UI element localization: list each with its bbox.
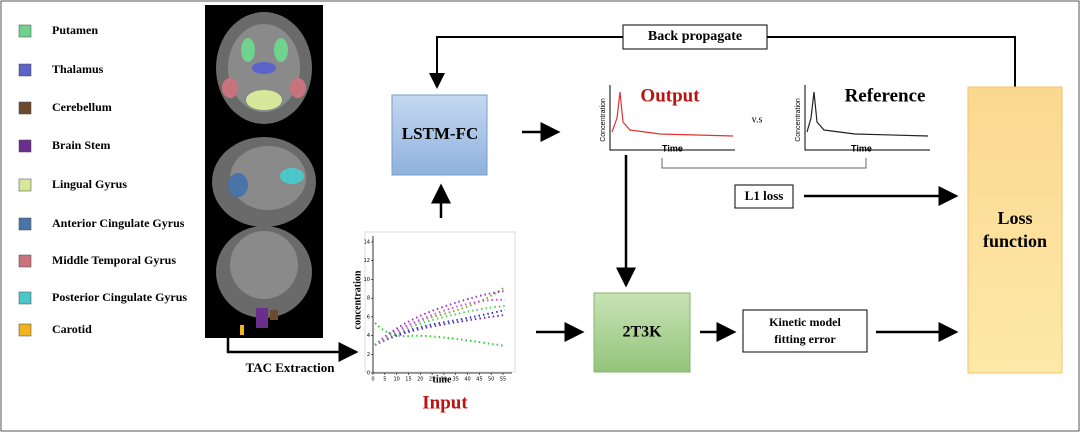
legend: Putamen Thalamus Cerebellum Brain Stem Lingu…	[18, 23, 187, 337]
y-tick-label: 4	[367, 333, 370, 339]
loss-function-label: Loss	[997, 208, 1032, 228]
y-tick-label: 2	[367, 352, 370, 358]
y-axis-label: Concentration	[600, 98, 607, 142]
x-tick-label: 10	[393, 377, 399, 383]
x-tick-label: 0	[371, 377, 374, 383]
kinetic-error-box	[742, 309, 868, 353]
y-axis-label: Concentration	[795, 98, 802, 142]
legend-swatch	[18, 24, 32, 38]
x-tick-label: 50	[488, 377, 494, 383]
y-tick-label: 8	[367, 296, 370, 302]
x-axis-label: Time	[662, 143, 683, 153]
output-title: Output	[640, 85, 700, 106]
legend-label: Carotid	[52, 322, 92, 336]
legend-swatch	[18, 291, 32, 305]
back-propagate-label: Back propagate	[648, 29, 742, 44]
input-plot: time concentration 0 5 10 15 20 25 30 35 40 45 50 5…	[352, 231, 516, 385]
model-label: 2T3K	[622, 324, 662, 341]
brain-images	[205, 5, 323, 338]
legend-swatch	[18, 323, 32, 337]
loss-function-label: function	[983, 231, 1047, 251]
legend-label: Lingual Gyrus	[52, 177, 127, 191]
legend-label: Putamen	[52, 23, 98, 37]
legend-label: Thalamus	[52, 62, 104, 76]
x-tick-label: 15	[405, 377, 411, 383]
vs-label: v.s	[752, 114, 763, 125]
y-tick-label: 12	[364, 258, 370, 264]
x-axis-label: time	[433, 374, 452, 385]
legend-swatch	[18, 101, 32, 115]
tac-extraction-label: TAC Extraction	[246, 360, 336, 375]
l1-loss-box	[734, 184, 794, 209]
x-tick-label: 40	[464, 377, 470, 383]
loss-function-box	[967, 86, 1063, 374]
legend-label: Posterior Cingulate Gyrus	[52, 290, 187, 304]
x-tick-label: 45	[476, 377, 482, 383]
x-tick-label: 55	[500, 377, 506, 383]
reference-title: Reference	[845, 85, 926, 106]
legend-swatch	[18, 139, 32, 153]
kinetic-error-label: fitting error	[774, 332, 836, 346]
x-tick-label: 25	[429, 377, 435, 383]
kinetic-error-label: Kinetic model	[769, 315, 841, 329]
model-box	[593, 292, 691, 373]
x-tick-label: 30	[441, 377, 447, 383]
l1-loss-label: L1 loss	[745, 188, 784, 203]
y-tick-label: 0	[367, 371, 370, 377]
legend-swatch	[18, 254, 32, 268]
legend-label: Cerebellum	[52, 100, 112, 114]
reference-plot: Time Concentration Reference	[795, 85, 930, 153]
back-propagate-box	[622, 24, 768, 50]
legend-label: Anterior Cingulate Gyrus	[52, 216, 185, 230]
legend-swatch	[18, 178, 32, 192]
y-axis-label: concentration	[352, 270, 363, 329]
legend-swatch	[18, 63, 32, 77]
lstm-box	[391, 94, 488, 176]
x-tick-label: 5	[383, 377, 386, 383]
input-title: Input	[422, 392, 468, 413]
x-tick-label: 20	[417, 377, 423, 383]
x-axis-label: Time	[851, 143, 872, 153]
lstm-label: LSTM-FC	[402, 124, 479, 143]
output-plot: Time Concentration Output	[600, 85, 735, 153]
y-tick-label: 6	[367, 314, 370, 320]
legend-label: Middle Temporal Gyrus	[52, 253, 176, 267]
y-tick-label: 14	[364, 240, 370, 246]
x-tick-label: 35	[453, 377, 459, 383]
legend-label: Brain Stem	[52, 138, 110, 152]
y-tick-label: 10	[364, 277, 370, 283]
legend-swatch	[18, 217, 32, 231]
